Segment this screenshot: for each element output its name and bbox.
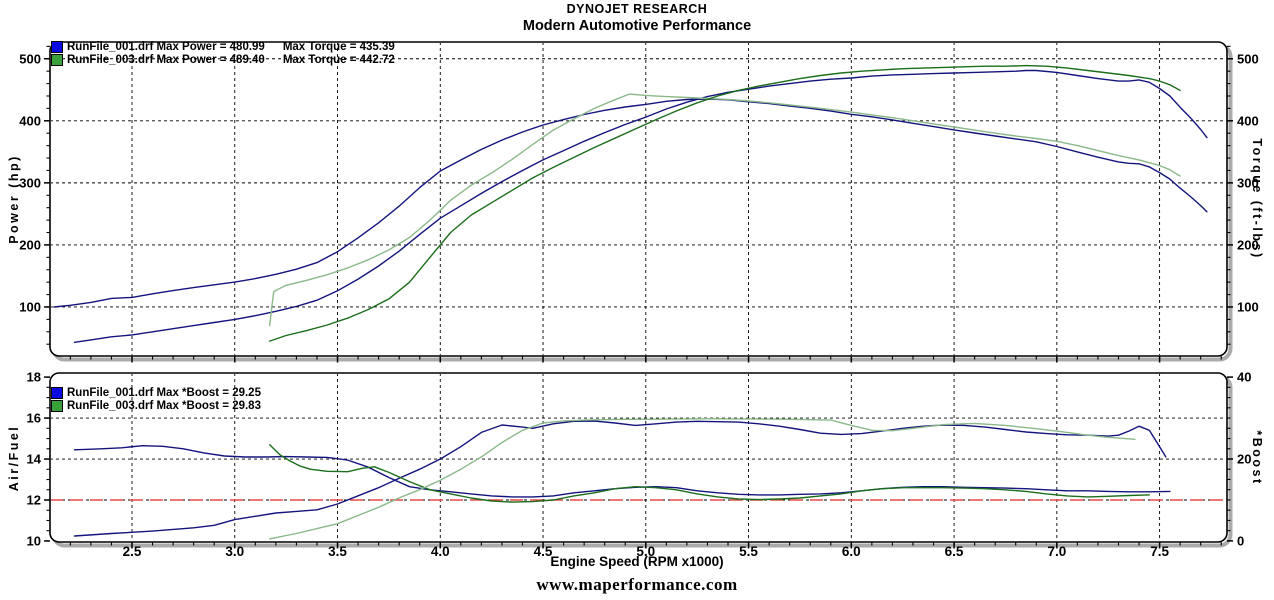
page-subtitle: Modern Automotive Performance	[522, 18, 752, 34]
svg-text:2.5: 2.5	[123, 544, 142, 559]
power-axis-label: Power (hp)	[7, 154, 21, 244]
svg-text:400: 400	[1237, 113, 1259, 128]
legend-row-run3: RunFile_003.drf Max *Boost = 29.83	[51, 399, 261, 412]
boost-axis-label: *Boost	[1250, 430, 1264, 486]
svg-text:6.5: 6.5	[945, 544, 964, 559]
svg-text:5.5: 5.5	[739, 544, 758, 559]
legend-swatch-run1	[51, 40, 63, 53]
svg-text:20: 20	[1237, 451, 1251, 466]
svg-text:500: 500	[19, 51, 41, 66]
svg-text:16: 16	[27, 411, 41, 426]
svg-text:7.5: 7.5	[1150, 544, 1169, 559]
legend-label-torque: Max Torque = 435.39	[282, 40, 395, 53]
svg-text:6.0: 6.0	[842, 544, 861, 559]
torque-axis-label: Torque (ft-lbs)	[1250, 138, 1264, 260]
legend-label: RunFile_003.drf Max *Boost = 29.83	[67, 399, 261, 412]
page-title: DYNOJET RESEARCH	[566, 2, 708, 16]
svg-text:400: 400	[19, 113, 41, 128]
airfuel-axis-label: Air/Fuel	[7, 424, 21, 492]
svg-text:100: 100	[1237, 299, 1259, 314]
legend-row-run3: RunFile_003.drf Max Power = 489.40 Max T…	[51, 53, 395, 66]
engine-speed-axis-label: Engine Speed (RPM x1000)	[550, 554, 724, 569]
legend-label: RunFile_001.drf Max Power = 480.99	[67, 40, 265, 53]
svg-text:10: 10	[27, 533, 41, 548]
boost-chart-legend: RunFile_001.drf Max *Boost = 29.25 RunFi…	[51, 386, 261, 412]
svg-text:300: 300	[19, 175, 41, 190]
svg-text:14: 14	[27, 452, 42, 467]
legend-row-run1: RunFile_001.drf Max Power = 480.99 Max T…	[51, 40, 395, 53]
legend-row-run1: RunFile_001.drf Max *Boost = 29.25	[51, 386, 261, 399]
svg-text:18: 18	[27, 370, 41, 385]
svg-text:7.0: 7.0	[1047, 544, 1066, 559]
svg-text:3.5: 3.5	[328, 544, 347, 559]
svg-text:4.5: 4.5	[534, 544, 553, 559]
legend-label: RunFile_003.drf Max Power = 489.40	[67, 53, 265, 66]
legend-swatch-run3	[51, 399, 63, 412]
svg-text:12: 12	[27, 493, 41, 508]
legend-label: RunFile_001.drf Max *Boost = 29.25	[67, 386, 261, 399]
svg-text:200: 200	[19, 237, 41, 252]
svg-text:40: 40	[1237, 370, 1251, 385]
legend-swatch-run1	[51, 386, 63, 399]
svg-text:100: 100	[19, 299, 41, 314]
svg-text:200: 200	[1237, 237, 1259, 252]
website-footer: www.maperformance.com	[536, 575, 738, 594]
svg-text:500: 500	[1237, 51, 1259, 66]
legend-swatch-run3	[51, 53, 63, 66]
svg-text:4.0: 4.0	[431, 544, 450, 559]
power-chart-legend: RunFile_001.drf Max Power = 480.99 Max T…	[51, 40, 395, 66]
svg-text:3.0: 3.0	[225, 544, 244, 559]
legend-label-torque: Max Torque = 442.72	[282, 53, 395, 66]
svg-text:300: 300	[1237, 175, 1259, 190]
svg-text:5.0: 5.0	[636, 544, 655, 559]
svg-text:0: 0	[1237, 533, 1244, 548]
